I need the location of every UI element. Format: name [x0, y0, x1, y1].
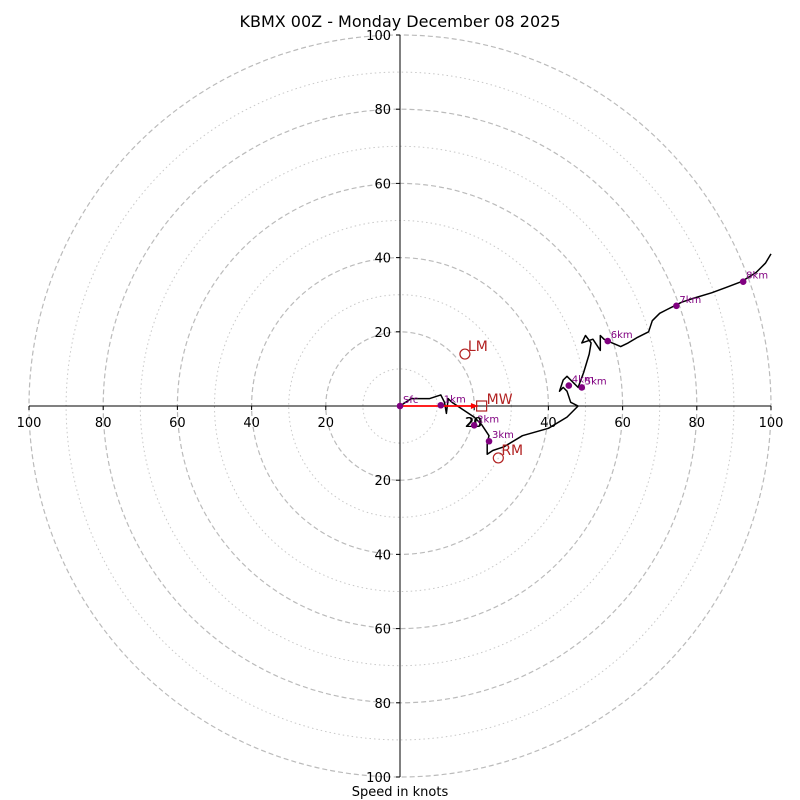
y-tick-label: 40	[374, 548, 391, 563]
height-marker-dot	[604, 337, 612, 345]
height-marker-label: 6km	[611, 330, 633, 341]
x-axis-label: Speed in knots	[352, 785, 449, 800]
y-tick-label: 40	[374, 252, 391, 267]
x-tick-label: 60	[614, 416, 631, 431]
height-marker-dot	[578, 384, 586, 391]
hodograph-trace-group	[399, 253, 772, 455]
right-mover-marker	[492, 452, 504, 464]
y-tick-label: 100	[366, 29, 391, 44]
x-tick-label: 40	[540, 416, 557, 431]
height-marker-dot	[673, 302, 680, 310]
height-marker-dot	[739, 278, 747, 286]
height-marker-label: 8km	[746, 271, 768, 282]
mean-wind-marker	[476, 400, 488, 412]
y-tick-label: 20	[374, 474, 391, 489]
y-tick-label: 60	[374, 623, 391, 638]
tick-labels: 1008060402020406080100100806040202040608…	[17, 29, 784, 786]
height-marker-label: Sfc	[403, 395, 418, 406]
x-tick-label: 100	[17, 416, 42, 431]
height-marker-dot	[437, 401, 445, 409]
height-marker-dot	[396, 402, 404, 410]
x-tick-label: 80	[95, 416, 112, 431]
y-tick-label: 20	[374, 326, 391, 341]
right-mover-label: RM	[501, 443, 523, 459]
y-tick-label: 60	[374, 177, 391, 192]
chart-title: KBMX 00Z - Monday December 08 2025	[239, 12, 560, 31]
mean-wind-label: MW	[487, 392, 513, 408]
left-mover-label: LM	[468, 339, 488, 355]
left-mover-marker	[459, 348, 471, 360]
x-tick-label: 40	[243, 416, 260, 431]
x-tick-label: 100	[759, 416, 784, 431]
height-marker-label: 3km	[492, 430, 514, 441]
height-marker-dot	[565, 382, 573, 389]
height-marker-label: 4km	[572, 375, 594, 386]
height-marker-label: 2km	[477, 414, 499, 425]
storm-motion-markers: MW LM RM	[459, 339, 523, 464]
height-marker-label: 1km	[444, 394, 466, 405]
height-marker-dot	[470, 421, 478, 429]
x-tick-label: 20	[318, 416, 335, 431]
x-tick-label: 60	[169, 416, 186, 431]
hodograph-trace	[399, 253, 772, 455]
height-marker-dot	[485, 437, 493, 445]
y-tick-label: 100	[366, 771, 391, 786]
x-tick-label: 80	[689, 416, 706, 431]
shear-vector-arrowhead	[470, 403, 478, 409]
height-marker-label: 7km	[679, 295, 701, 306]
height-marker-label: 5km	[585, 376, 607, 387]
y-tick-label: 80	[374, 103, 391, 118]
y-tick-label: 80	[374, 697, 391, 712]
